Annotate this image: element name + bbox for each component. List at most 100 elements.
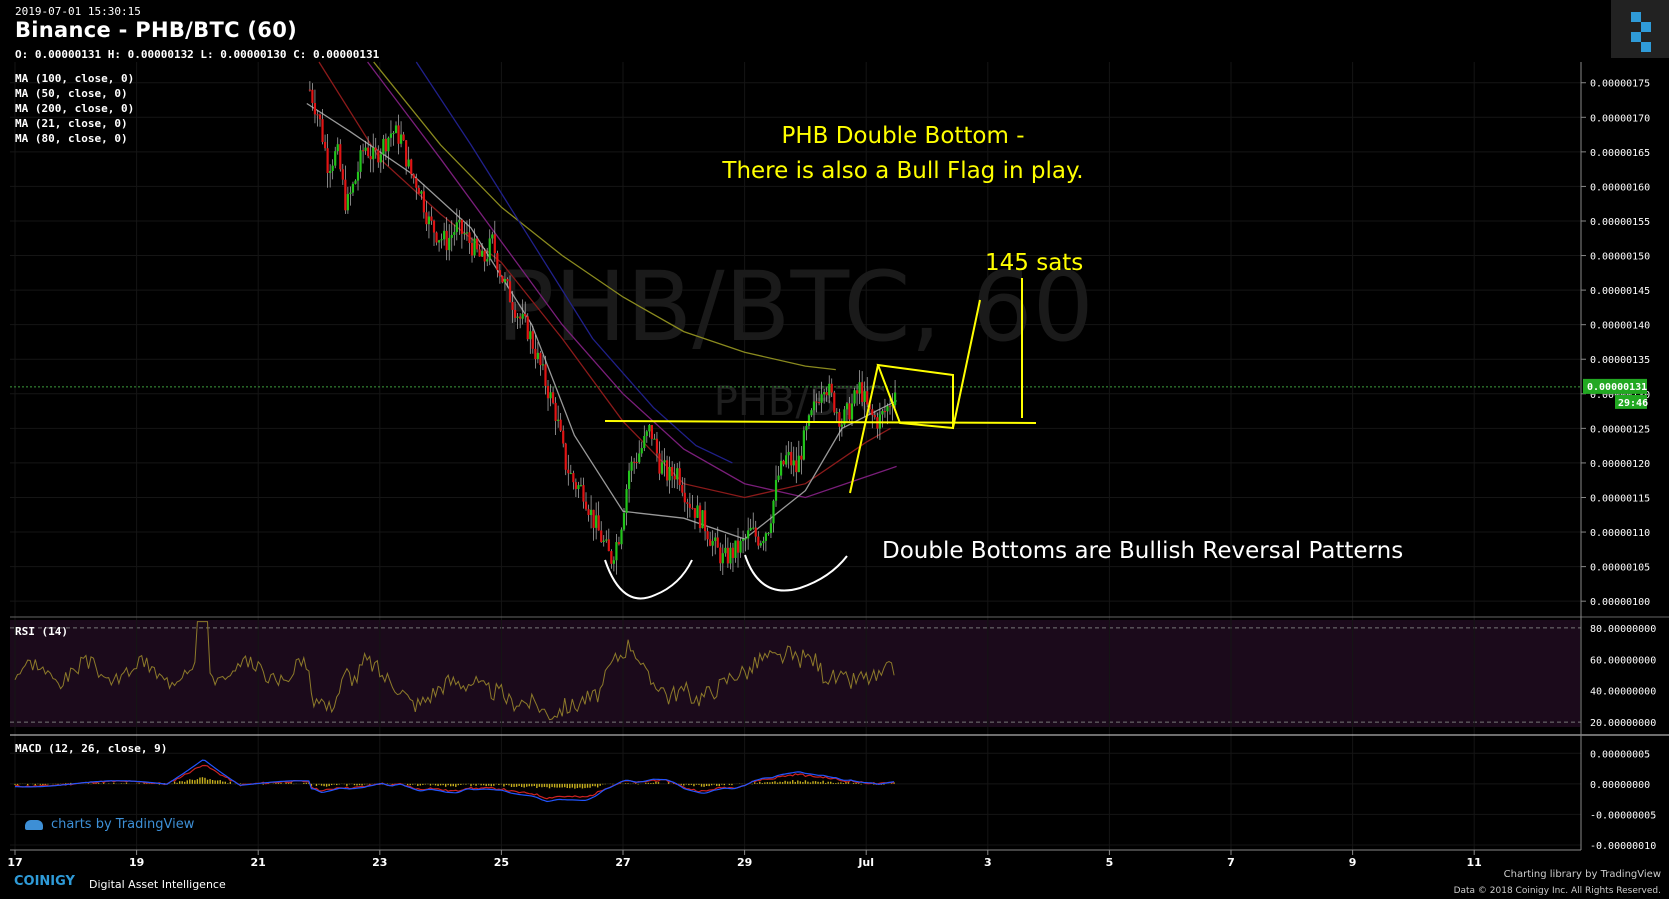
- time-tick-label: 21: [251, 856, 266, 869]
- candle-down: [703, 510, 707, 532]
- candle-down: [508, 281, 512, 302]
- coinigy-brand: COINIGY: [14, 874, 75, 889]
- candle-up: [777, 475, 780, 480]
- candle-up: [714, 537, 717, 542]
- candle-down: [582, 485, 585, 502]
- price-tick-label: 0.00000110: [1590, 528, 1650, 539]
- candle-up: [605, 539, 608, 541]
- candle-up: [858, 382, 861, 394]
- candle-down: [506, 279, 509, 282]
- candle-down: [838, 412, 841, 427]
- candle-down: [313, 102, 317, 115]
- annotations: PHB Double Bottom - There is also a Bull…: [604, 123, 1403, 600]
- ma-line: [306, 102, 897, 540]
- candle-up: [823, 392, 826, 395]
- candle-up: [379, 154, 382, 163]
- current-price-badge: 0.00000131 29:46: [1583, 378, 1648, 409]
- candle-up: [407, 159, 410, 167]
- candle-down: [531, 331, 534, 349]
- candle-up: [349, 192, 352, 195]
- price-tick-label: 0.00000135: [1590, 355, 1650, 366]
- candle-up: [440, 239, 443, 241]
- candle-up: [886, 406, 889, 412]
- annotation-note: Double Bottoms are Bullish Reversal Patt…: [882, 538, 1403, 564]
- candle-up: [797, 455, 800, 473]
- candle-down: [361, 150, 365, 152]
- tradingview-logo[interactable]: charts by TradingView: [25, 817, 194, 832]
- candle-down: [513, 309, 517, 318]
- candle-up: [648, 424, 651, 432]
- candle-down: [574, 482, 577, 490]
- macd-plot: [14, 759, 895, 803]
- time-tick-label: 11: [1467, 856, 1482, 869]
- candle-up: [805, 425, 808, 431]
- candle-up: [458, 219, 461, 223]
- candle-down: [551, 392, 555, 403]
- candle-down: [321, 119, 324, 142]
- candle-up: [394, 125, 398, 133]
- candle-up: [663, 460, 666, 463]
- price-tick-label: 0.00000105: [1590, 563, 1650, 574]
- candle-up: [612, 560, 615, 564]
- candle-down: [460, 219, 463, 234]
- candle-down: [698, 505, 702, 529]
- candle-down: [800, 455, 803, 460]
- legend-ma21[interactable]: MA (21, close, 0): [15, 117, 128, 130]
- data-copyright: Data © 2018 Coinigy Inc. All Rights Rese…: [1453, 886, 1661, 896]
- candle-down: [369, 156, 372, 160]
- candle-up: [450, 234, 453, 238]
- candle-down: [412, 174, 415, 179]
- candles: [308, 81, 897, 576]
- candle-up: [772, 500, 775, 524]
- candle-down: [883, 411, 887, 413]
- candle-down: [873, 415, 876, 418]
- candle-up: [346, 194, 349, 211]
- legend-ma200[interactable]: MA (200, close, 0): [15, 102, 135, 115]
- candle-down: [633, 461, 636, 463]
- candle-up: [615, 542, 618, 561]
- candle-down: [367, 147, 370, 157]
- candle-up: [744, 538, 747, 540]
- annotation-target: 145 sats: [985, 250, 1083, 276]
- candle-down: [795, 460, 798, 473]
- candle-up: [577, 485, 580, 490]
- macd-label[interactable]: MACD (12, 26, close, 9): [15, 742, 168, 755]
- bull-flag: [876, 363, 954, 430]
- time-tick-label: 19: [129, 856, 144, 869]
- candle-up: [387, 137, 390, 152]
- candle-down: [410, 159, 413, 175]
- candle-up: [529, 331, 532, 340]
- candle-up: [465, 232, 469, 234]
- candle-up: [364, 147, 367, 151]
- rsi-tick-label: 20.00000000: [1590, 718, 1656, 729]
- candle-up: [399, 134, 403, 144]
- candle-down: [415, 178, 418, 188]
- coinigy-icon[interactable]: [1611, 0, 1669, 58]
- candle-up: [638, 453, 641, 463]
- legend-ma100[interactable]: MA (100, close, 0): [15, 72, 135, 85]
- candle-up: [331, 165, 334, 172]
- rsi-label[interactable]: RSI (14): [15, 625, 68, 638]
- candle-down: [683, 492, 686, 503]
- timer-badge-text: 29:46: [1618, 398, 1648, 409]
- candle-up: [463, 233, 466, 235]
- legend-ma80[interactable]: MA (80, close, 0): [15, 132, 128, 145]
- candle-up: [420, 191, 423, 194]
- candle-up: [491, 234, 494, 239]
- candle-up: [762, 540, 765, 544]
- candle-down: [326, 148, 329, 173]
- candle-up: [437, 240, 441, 243]
- candle-down: [686, 502, 689, 504]
- legend-ma50[interactable]: MA (50, close, 0): [15, 87, 128, 100]
- candle-up: [785, 455, 788, 465]
- rsi-tick-label: 60.00000000: [1590, 655, 1656, 666]
- candle-down: [417, 187, 420, 194]
- candle-up: [541, 364, 545, 366]
- candle-up: [711, 541, 714, 546]
- candle-up: [767, 533, 770, 535]
- price-tick-label: 0.00000120: [1590, 459, 1650, 470]
- candle-down: [562, 430, 565, 444]
- candle-up: [734, 540, 737, 558]
- candle-down: [688, 503, 691, 508]
- candle-up: [747, 530, 750, 539]
